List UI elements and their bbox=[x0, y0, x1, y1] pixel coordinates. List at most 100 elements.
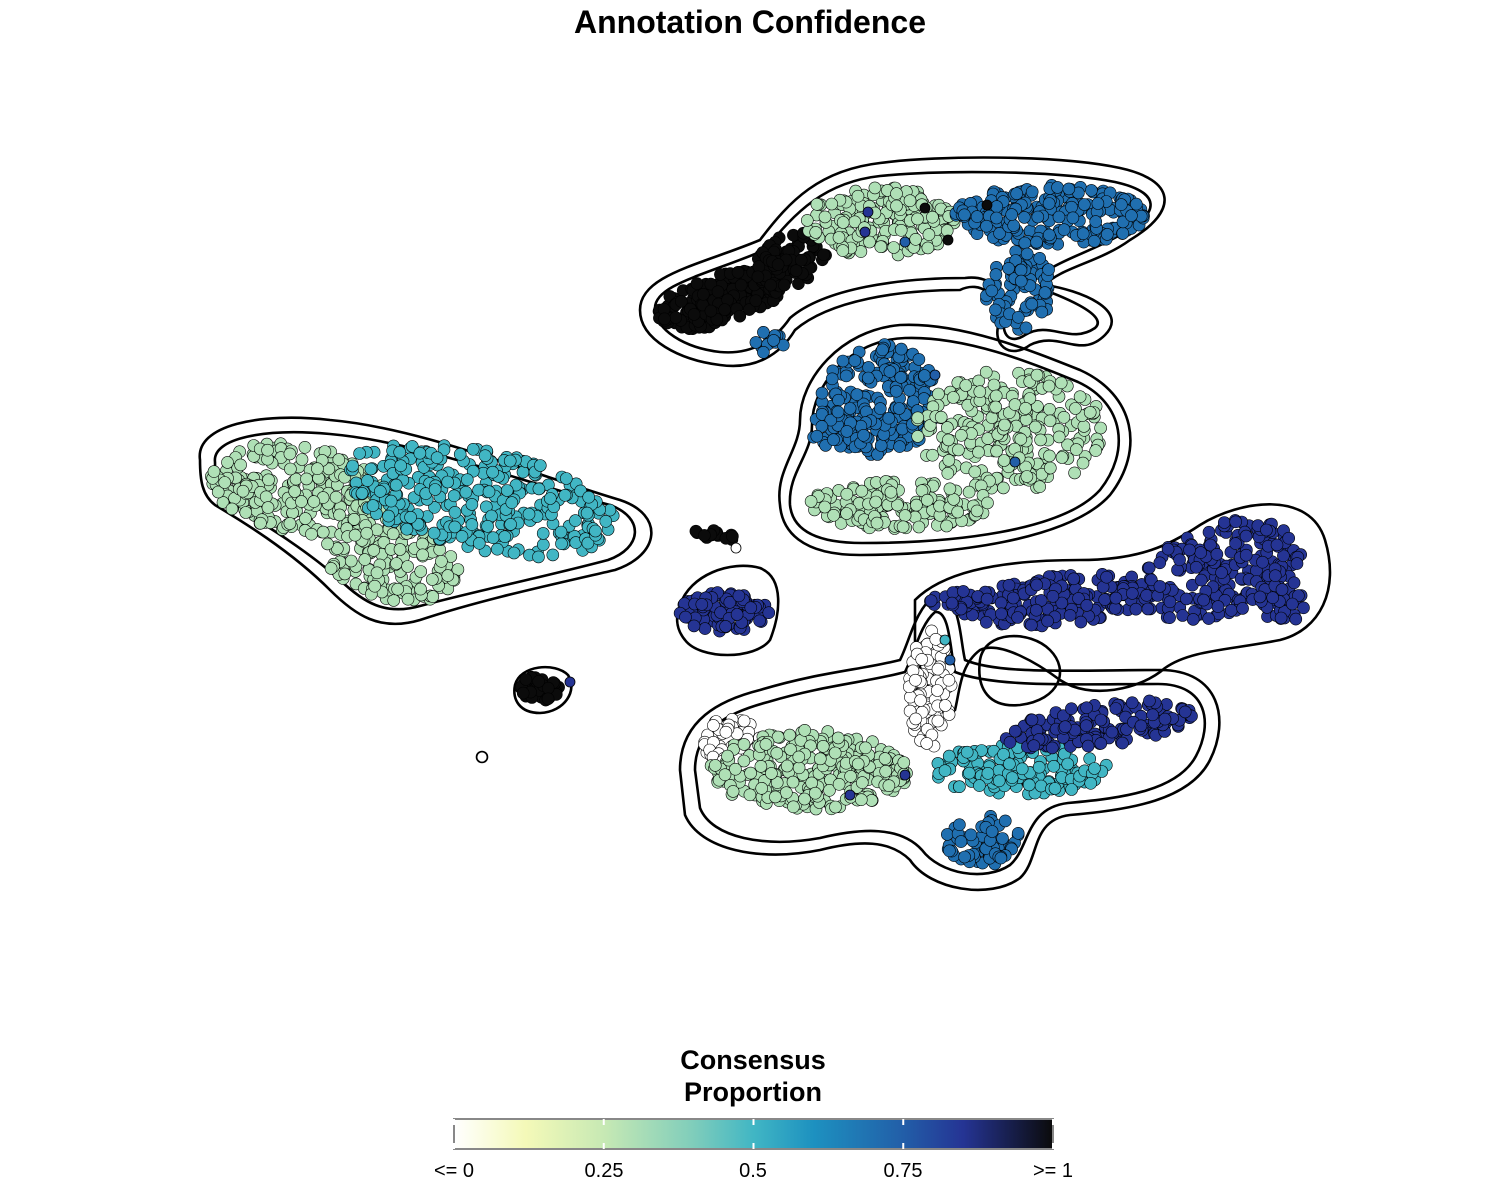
scatter-point bbox=[743, 788, 757, 802]
scatter-point bbox=[569, 514, 582, 527]
scatter-point bbox=[851, 189, 865, 203]
scatter-point bbox=[1031, 210, 1045, 224]
scatter-point bbox=[994, 596, 1008, 610]
scatter-point bbox=[931, 714, 945, 728]
scatter-point bbox=[800, 214, 814, 227]
scatter-point bbox=[909, 673, 922, 687]
scatter-point bbox=[414, 565, 428, 578]
density-contours bbox=[198, 156, 1332, 892]
contour-upper-middle-outer bbox=[778, 323, 1132, 557]
scatter-point bbox=[962, 766, 976, 780]
scatter-point bbox=[980, 219, 993, 233]
scatter-point-outlier bbox=[862, 206, 874, 218]
scatter-point bbox=[859, 741, 872, 755]
scatter-point bbox=[804, 495, 818, 508]
scatter-point bbox=[448, 520, 462, 534]
scatter-point bbox=[1029, 420, 1042, 434]
scatter-point bbox=[1066, 211, 1080, 225]
scatter-point bbox=[733, 309, 747, 323]
scatter-point bbox=[911, 212, 924, 226]
scatter-point bbox=[818, 210, 832, 224]
scatter-point bbox=[718, 303, 732, 316]
scatter-point bbox=[1042, 379, 1056, 393]
scatter-point bbox=[749, 336, 763, 349]
scatter-point bbox=[771, 258, 785, 271]
scatter-point bbox=[783, 728, 796, 742]
scatter-point bbox=[1239, 529, 1253, 543]
scatter-point bbox=[1025, 713, 1039, 727]
scatter-point bbox=[1085, 184, 1098, 197]
contour-left-outer bbox=[198, 416, 653, 626]
scatter-point bbox=[1094, 737, 1108, 750]
scatter-point bbox=[848, 354, 862, 368]
scatter-point bbox=[1043, 228, 1056, 242]
scatter-point-outlier bbox=[981, 199, 993, 211]
scatter-point bbox=[1061, 757, 1074, 771]
scatter-point bbox=[903, 383, 916, 397]
scatter-point bbox=[1088, 234, 1101, 248]
scatter-point bbox=[254, 516, 267, 530]
scatter-point bbox=[1062, 182, 1076, 196]
scatter-point bbox=[259, 490, 273, 504]
scatter-point bbox=[836, 244, 850, 257]
scatter-point bbox=[581, 536, 595, 550]
scatter-point bbox=[503, 454, 517, 468]
scatter-point bbox=[938, 764, 952, 778]
scatter-point bbox=[1073, 390, 1087, 404]
scatter-point bbox=[1041, 614, 1054, 628]
scatter-point bbox=[942, 454, 956, 467]
scatter-point bbox=[757, 325, 770, 339]
scatter-point bbox=[719, 620, 732, 633]
scatter-point bbox=[1256, 555, 1269, 569]
scatter-point bbox=[825, 372, 839, 386]
scatter-point bbox=[954, 835, 968, 848]
scatter-point bbox=[909, 233, 923, 246]
scatter-point bbox=[892, 402, 906, 415]
scatter-point bbox=[792, 761, 806, 775]
scatter-point bbox=[903, 194, 917, 207]
scatter-point bbox=[455, 530, 469, 543]
scatter-point bbox=[428, 500, 441, 514]
scatter-point bbox=[870, 516, 884, 530]
scatter-point bbox=[428, 483, 442, 496]
scatter-point bbox=[695, 598, 709, 611]
scatter-point bbox=[855, 776, 869, 789]
scatter-point bbox=[1065, 200, 1078, 214]
scatter-point bbox=[1015, 762, 1029, 776]
scatter-point bbox=[1043, 402, 1056, 416]
scatter-point bbox=[840, 507, 853, 520]
scatter-point bbox=[1161, 542, 1175, 556]
scatter-point bbox=[829, 800, 842, 814]
scatter-point bbox=[516, 465, 530, 479]
scatter-point bbox=[915, 653, 929, 666]
scatter-point bbox=[742, 303, 756, 316]
scatter-point bbox=[522, 507, 536, 521]
scatter-point bbox=[1116, 215, 1130, 229]
scatter-point bbox=[1006, 591, 1020, 605]
scatter-point bbox=[1183, 543, 1196, 557]
scatter-point bbox=[1011, 611, 1024, 624]
scatter-point bbox=[958, 208, 971, 222]
scatter-point bbox=[1080, 599, 1094, 612]
scatter-point bbox=[989, 268, 1003, 281]
scatter-point bbox=[400, 522, 414, 536]
scatter-point bbox=[1030, 603, 1043, 617]
scatter-point bbox=[970, 210, 984, 223]
tick-label-4: >= 1 bbox=[1032, 1160, 1074, 1182]
scatter-point bbox=[1025, 185, 1039, 199]
scatter-point bbox=[992, 774, 1006, 788]
scatter-point bbox=[997, 481, 1010, 495]
scatter-point bbox=[918, 369, 931, 382]
scatter-point bbox=[883, 365, 897, 378]
scatter-point bbox=[225, 502, 239, 516]
scatter-point-outlier bbox=[899, 236, 911, 248]
scatter-point bbox=[959, 379, 973, 392]
scatter-point bbox=[1275, 583, 1289, 596]
scatter-point bbox=[998, 814, 1012, 828]
scatter-point bbox=[943, 482, 957, 496]
scatter-point bbox=[1020, 247, 1034, 261]
scatter-point bbox=[940, 519, 953, 533]
scatter-point bbox=[329, 490, 343, 504]
scatter-point bbox=[687, 308, 701, 321]
scatter-point bbox=[1158, 712, 1172, 726]
